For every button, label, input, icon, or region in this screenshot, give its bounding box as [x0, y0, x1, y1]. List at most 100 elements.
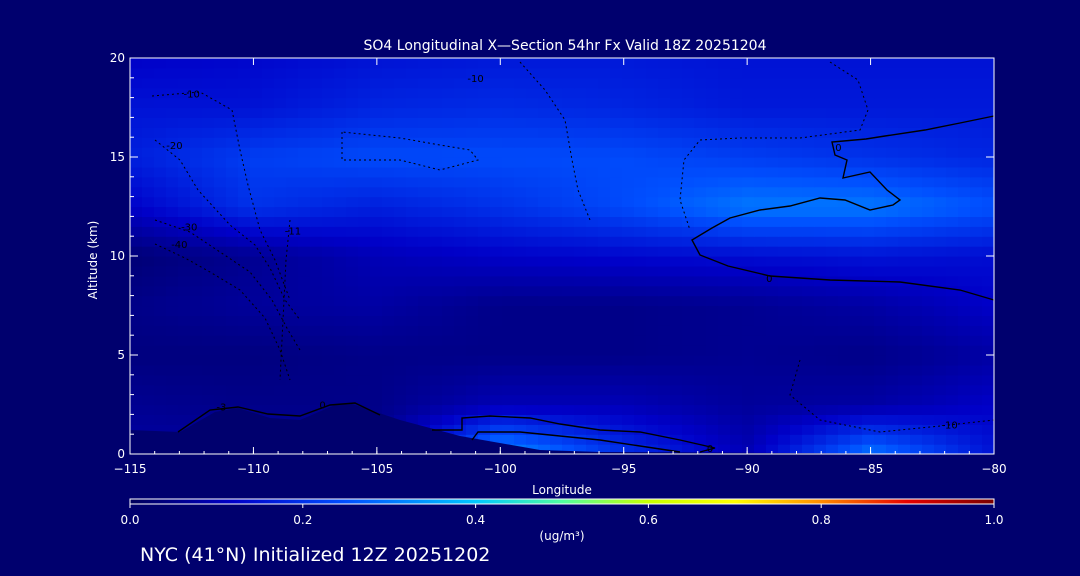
heatmap-cell	[142, 404, 155, 415]
heatmap-cell	[154, 335, 167, 346]
heatmap-cell	[142, 315, 155, 326]
heatmap-cell	[142, 137, 155, 148]
heatmap-cell	[946, 256, 959, 267]
heatmap-cell	[430, 384, 443, 396]
heatmap-cell	[238, 186, 251, 198]
heatmap-cell	[958, 77, 971, 89]
heatmap-cell	[346, 384, 359, 396]
heatmap-cell	[142, 166, 155, 178]
heatmap-cell	[298, 67, 311, 79]
heatmap-cell	[658, 97, 671, 109]
heatmap-cell	[850, 127, 863, 138]
heatmap-cell	[226, 176, 239, 188]
heatmap-cell	[454, 384, 467, 396]
heatmap-cell	[538, 226, 551, 237]
heatmap-cell	[982, 166, 994, 178]
heatmap-cell	[634, 345, 647, 356]
heatmap-cell	[442, 206, 455, 217]
heatmap-cell	[646, 374, 659, 386]
heatmap-cell	[502, 404, 515, 415]
heatmap-cell	[886, 285, 899, 297]
heatmap-cell	[778, 275, 791, 287]
heatmap-cell	[982, 176, 994, 188]
heatmap-cell	[238, 67, 251, 79]
heatmap-cell	[322, 58, 335, 69]
heatmap-cell	[682, 256, 695, 267]
heatmap-cell	[910, 265, 923, 277]
heatmap-cell	[982, 424, 994, 435]
heatmap-cell	[322, 256, 335, 267]
heatmap-cell	[598, 58, 611, 69]
heatmap-cell	[766, 364, 779, 376]
heatmap-cell	[562, 335, 575, 346]
heatmap-cell	[934, 58, 947, 69]
heatmap-cell	[514, 434, 527, 445]
heatmap-cell	[322, 97, 335, 109]
heatmap-cell	[922, 335, 935, 346]
heatmap-cell	[790, 275, 803, 287]
heatmap-cell	[946, 58, 959, 69]
heatmap-cell	[790, 404, 803, 415]
heatmap-cell	[478, 107, 491, 118]
heatmap-cell	[130, 384, 143, 396]
heatmap-cell	[430, 265, 443, 277]
heatmap-cell	[394, 206, 407, 217]
heatmap-cell	[502, 265, 515, 277]
heatmap-cell	[598, 335, 611, 346]
heatmap-cell	[862, 226, 875, 237]
heatmap-cell	[706, 404, 719, 415]
heatmap-cell	[190, 196, 203, 208]
heatmap-cell	[862, 414, 875, 425]
heatmap-cell	[154, 176, 167, 188]
heatmap-cell	[190, 256, 203, 267]
heatmap-cell	[694, 345, 707, 356]
heatmap-cell	[202, 275, 215, 287]
heatmap-cell	[418, 206, 431, 217]
heatmap-cell	[430, 246, 443, 257]
heatmap-cell	[334, 315, 347, 326]
heatmap-cell	[226, 374, 239, 386]
heatmap-cell	[766, 58, 779, 69]
heatmap-cell	[190, 265, 203, 277]
heatmap-cell	[766, 166, 779, 178]
heatmap-cell	[874, 345, 887, 356]
heatmap-cell	[310, 364, 323, 376]
heatmap-cell	[418, 345, 431, 356]
heatmap-cell	[790, 67, 803, 79]
heatmap-cell	[874, 147, 887, 158]
heatmap-cell	[154, 315, 167, 326]
heatmap-cell	[370, 305, 383, 316]
heatmap-cell	[658, 226, 671, 237]
heatmap-cell	[562, 275, 575, 287]
heatmap-cell	[538, 67, 551, 79]
heatmap-cell	[346, 265, 359, 277]
contour-dashed-lines	[151, 61, 995, 433]
heatmap-cell	[142, 216, 155, 227]
heatmap-cell	[214, 404, 227, 415]
heatmap-cell	[742, 97, 755, 109]
heatmap-cell	[538, 384, 551, 396]
heatmap-cell	[154, 97, 167, 109]
heatmap-cell	[694, 444, 707, 454]
heatmap-cell	[658, 325, 671, 336]
heatmap-cell	[190, 275, 203, 287]
heatmap-cell	[934, 265, 947, 277]
heatmap-cell	[514, 226, 527, 237]
heatmap-cell	[430, 87, 443, 99]
heatmap-cell	[478, 176, 491, 188]
heatmap-cell	[622, 434, 635, 445]
heatmap-cell	[658, 127, 671, 138]
heatmap-cell	[658, 87, 671, 99]
heatmap-cell	[286, 67, 299, 79]
heatmap-cell	[466, 394, 479, 406]
heatmap-cell	[418, 394, 431, 406]
heatmap-cell	[130, 67, 143, 79]
heatmap-cell	[358, 206, 371, 217]
heatmap-cell	[334, 384, 347, 396]
heatmap-cell	[742, 444, 755, 454]
heatmap-cell	[682, 325, 695, 336]
heatmap-cell	[778, 315, 791, 326]
heatmap-cell	[142, 325, 155, 336]
heatmap-cell	[934, 374, 947, 386]
heatmap-cell	[814, 434, 827, 445]
